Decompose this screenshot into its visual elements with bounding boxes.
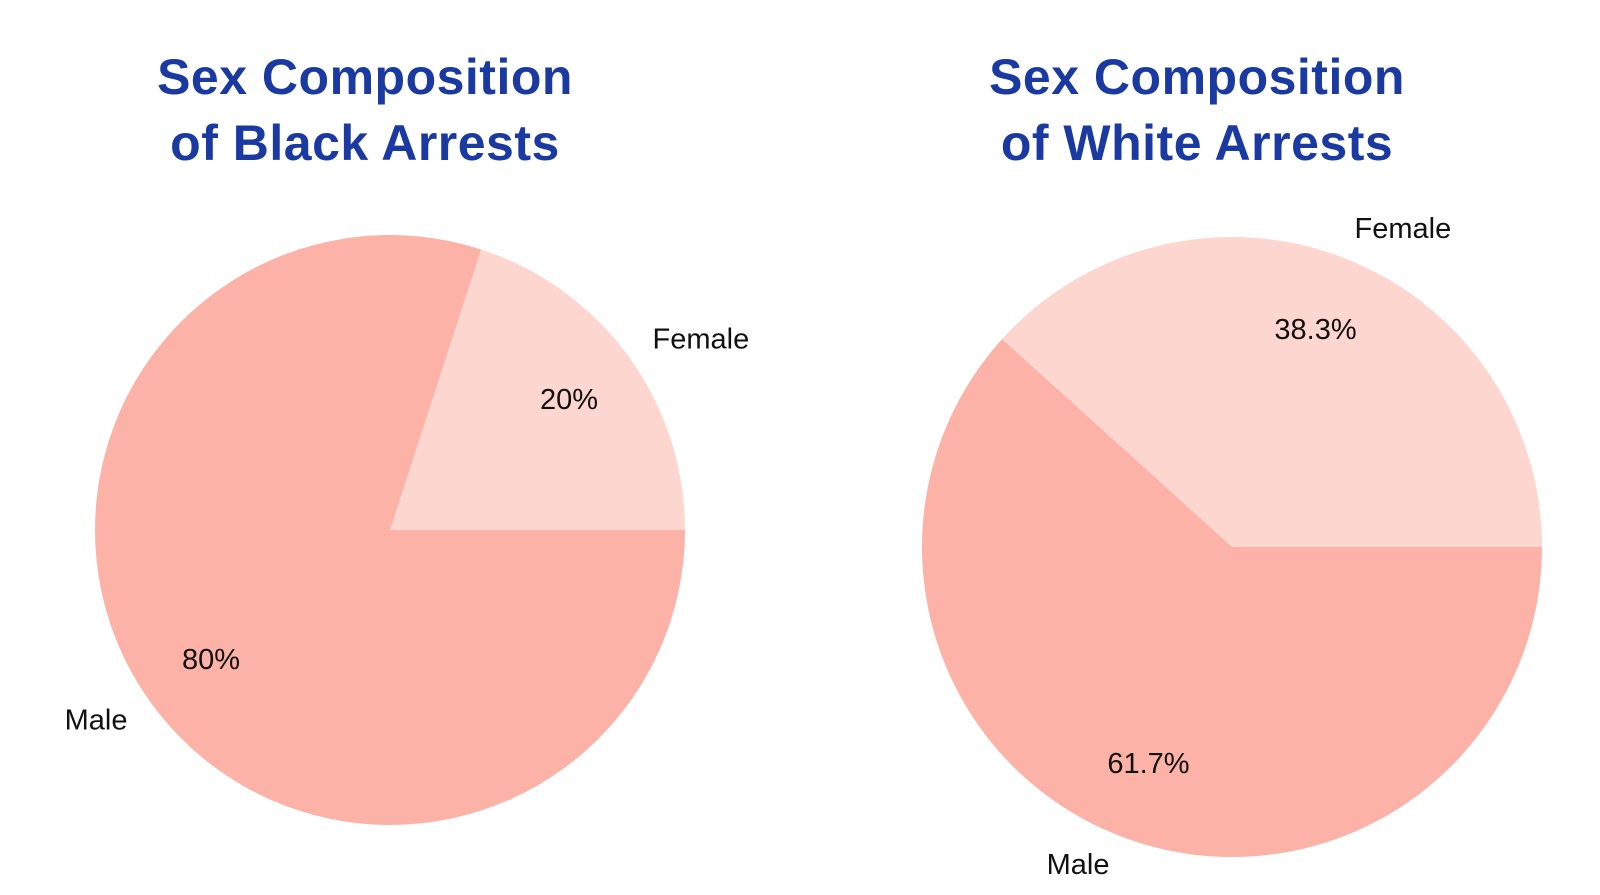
slice-category-label-male-black-arrests: Male	[65, 705, 128, 737]
title-line-2: of White Arrests	[1000, 114, 1394, 171]
slice-category-label-female-white-arrests: Female	[1355, 213, 1452, 245]
slice-value-label-female-black-arrests: 20%	[540, 384, 598, 416]
chart-title-black-arrests: Sex Composition of Black Arrests	[55, 44, 675, 176]
pie-slice-male-white-arrests	[922, 339, 1542, 857]
slice-category-label-male-white-arrests: Male	[1047, 849, 1110, 881]
pie-slice-female-black-arrests	[390, 249, 685, 530]
slice-category-label-female-black-arrests: Female	[653, 323, 750, 355]
chart-title-white-arrests: Sex Composition of White Arrests	[887, 44, 1507, 176]
pie-slice-male-black-arrests	[95, 235, 685, 826]
slice-value-label-female-white-arrests: 38.3%	[1274, 314, 1356, 346]
pie-slice-female-white-arrests	[1002, 236, 1542, 547]
slice-value-label-male-black-arrests: 80%	[182, 644, 240, 676]
title-line-1: Sex Composition	[157, 48, 573, 105]
slice-value-label-male-white-arrests: 61.7%	[1107, 748, 1189, 780]
title-line-1: Sex Composition	[989, 48, 1405, 105]
title-line-2: of Black Arrests	[170, 114, 560, 171]
